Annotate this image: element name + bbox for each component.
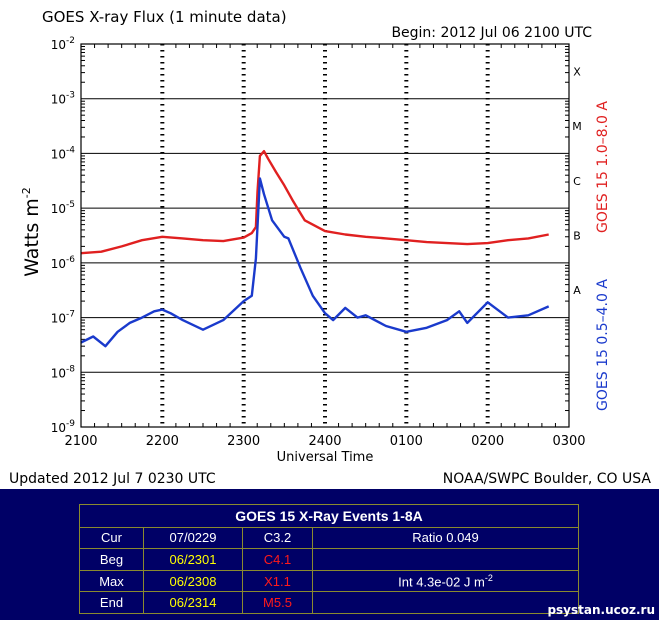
x-tick-label: 0100 [390, 434, 423, 449]
row-extra-text: Int 4.3e-02 J m [398, 574, 485, 590]
y-tick-label: 10-4 [51, 145, 76, 161]
flare-class-label: M [572, 120, 582, 133]
plot-frame [80, 43, 570, 428]
row-class: M5.5 [242, 591, 313, 614]
flare-class-label: B [573, 230, 581, 243]
y-tick-label: 10-9 [51, 419, 76, 435]
row-time: 06/2314 [143, 591, 243, 614]
chart-title: GOES X-ray Flux (1 minute data) [42, 8, 287, 26]
x-tick-label: 2300 [227, 434, 260, 449]
events-table-title-row: GOES 15 X-Ray Events 1-8A [78, 504, 580, 528]
row-label: End [79, 591, 144, 614]
x-tick-label: 2100 [64, 434, 97, 449]
x-tick-label: 2400 [308, 434, 341, 449]
row-time: 06/2308 [143, 569, 243, 593]
site-credit: psystan.ucoz.ru [547, 603, 655, 617]
footer-updated: Updated 2012 Jul 7 0230 UTC [9, 471, 216, 487]
flare-class-label: C [573, 175, 581, 188]
y-axis-label-exp: -2 [20, 187, 33, 198]
series-line-long [80, 149, 549, 255]
row-time: 06/2301 [143, 548, 243, 571]
y-tick-label: 10-7 [51, 310, 75, 326]
row-class: X1.1 [242, 569, 313, 593]
y-tick-label: 10-5 [51, 200, 75, 216]
y-axis-label: Watts m-2 [20, 187, 43, 277]
row-class: C3.2 [242, 526, 313, 550]
x-axis-label: Universal Time [277, 450, 374, 465]
begin-label: Begin: 2012 Jul 06 2100 UTC [391, 25, 592, 41]
series-axis-label: GOES 15 1.0–8.0 A [595, 101, 611, 233]
table-row: End 06/2314 M5.5 [79, 591, 580, 614]
series-axis-label: GOES 15 0.5–4.0 A [595, 279, 611, 411]
x-tick-label: 0200 [471, 434, 504, 449]
y-tick-label: 10-8 [51, 364, 76, 380]
footer-agency: NOAA/SWPC Boulder, CO USA [443, 471, 652, 487]
row-extra-exp: -2 [484, 572, 493, 583]
flare-class-label: A [573, 284, 581, 297]
flare-class-label: X [573, 65, 581, 78]
y-tick-label: 10-3 [51, 91, 75, 107]
row-label: Beg [79, 548, 144, 571]
plot-panel: 10-2 10-3 10-4 10-5 10-6 10-7 10-8 10-9 2100 2200… [0, 0, 659, 489]
row-extra [311, 548, 580, 571]
y-axis-label-text: Watts m [21, 198, 43, 277]
x-tick-label: 2200 [146, 434, 179, 449]
row-label: Max [79, 569, 144, 593]
series-line-short [80, 177, 550, 348]
x-tick-label: 0300 [552, 434, 585, 449]
xray-events-table: GOES 15 X-Ray Events 1-8A Cur 07/0229 C3… [78, 504, 580, 614]
row-extra [311, 591, 580, 614]
row-extra: Ratio 0.049 [311, 526, 580, 550]
table-row: Beg 06/2301 C4.1 [79, 548, 580, 571]
row-time: 07/0229 [143, 526, 243, 550]
events-table-title: GOES 15 X-Ray Events 1-8A [78, 504, 580, 528]
y-tick-label: 10-6 [51, 255, 76, 271]
table-row: Cur 07/0229 C3.2 Ratio 0.049 [79, 526, 580, 550]
row-extra: Int 4.3e-02 J m-2 [311, 569, 580, 593]
y-tick-label: 10-2 [51, 36, 75, 52]
row-class: C4.1 [242, 548, 313, 571]
table-row: Max 06/2308 X1.1 Int 4.3e-02 J m-2 [79, 569, 580, 593]
row-label: Cur [79, 526, 144, 550]
